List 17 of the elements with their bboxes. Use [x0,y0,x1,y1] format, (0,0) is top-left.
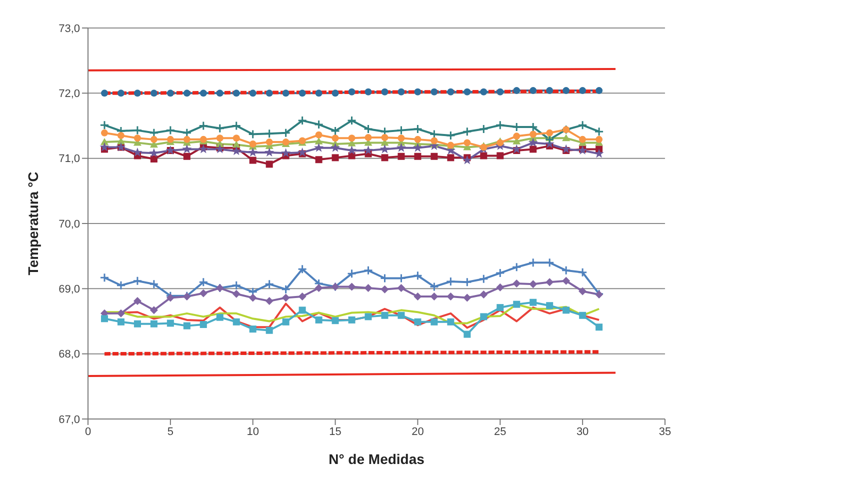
x-tick-label: 25 [494,426,506,438]
y-tick-label: 70,0 [58,218,80,230]
y-tick-label: 71,0 [58,153,80,166]
y-tick-label: 69,0 [58,284,80,296]
y-tick-label: 68,0 [58,348,80,361]
x-tick-label: 30 [576,426,589,438]
y-tick-label: 72,0 [58,88,80,100]
y-tick-label: 73,0 [58,22,80,35]
x-tick-label: 0 [84,426,92,438]
x-tick-label: 20 [412,426,424,438]
y-axis-title: Temperatura °C [24,172,41,276]
y-tick-label: 67,0 [58,414,80,426]
x-tick-label: 15 [329,426,342,438]
x-tick-label: 5 [167,426,174,438]
x-axis-title: N° de Medidas [328,451,425,467]
x-tick-label: 35 [658,426,672,438]
x-tick-label: 10 [246,426,259,438]
